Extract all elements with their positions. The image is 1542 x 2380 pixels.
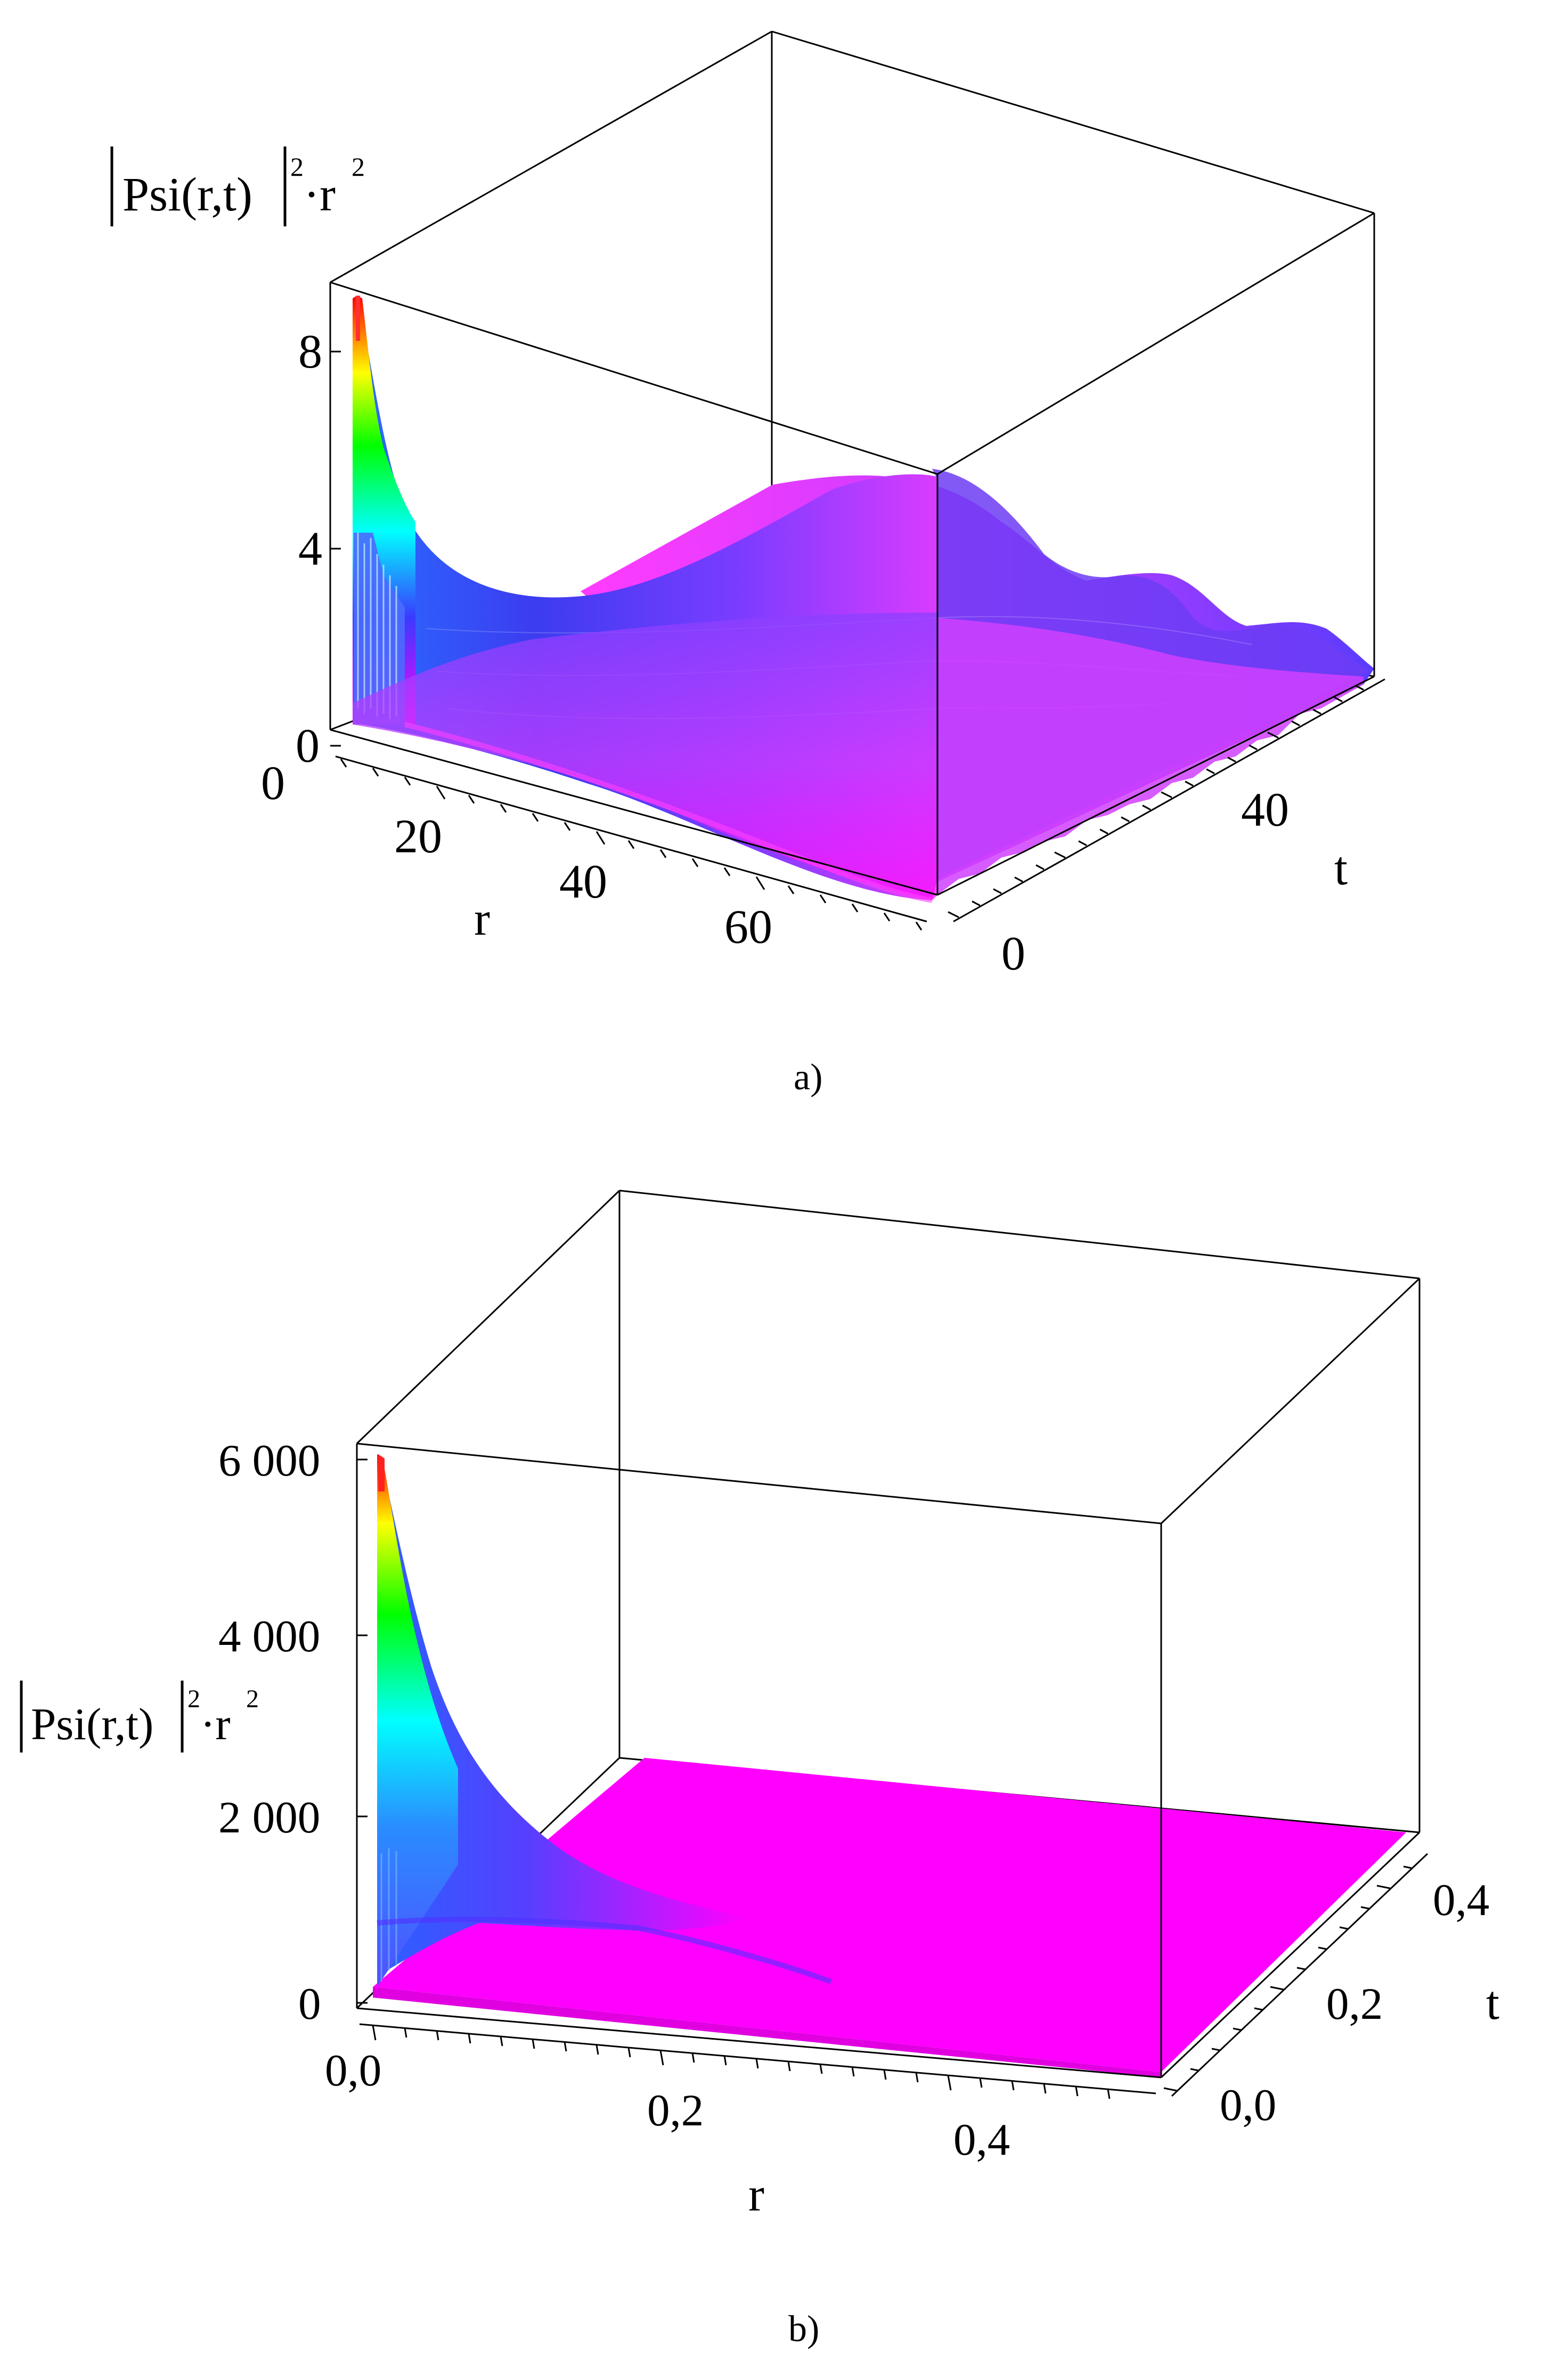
- x-axis-b: 0,0 0,2 0,4 r: [325, 2023, 1156, 2221]
- z-axis-b: 6 000 4 000 2 000 0: [218, 1436, 368, 2029]
- x-axis-title-a: r: [474, 893, 490, 946]
- x-tick-a-60: 60: [724, 901, 772, 953]
- y-axis-a: 0 40 t: [948, 678, 1385, 980]
- x-tick-b-0: 0,0: [325, 2045, 381, 2096]
- x-axis-a: 0 20 40 60 r: [261, 755, 927, 953]
- y-axis-b: 0,0 0,2 0,4 t: [1163, 1853, 1499, 2130]
- z-tick-b-0: 0: [298, 1979, 321, 2029]
- caption-b: b): [788, 2309, 819, 2350]
- corner-zero-a: 0: [261, 757, 285, 810]
- z-axis-title-a: Psi(r,t) 2 ·r 2: [110, 146, 365, 226]
- x-tick-a-20: 20: [394, 810, 442, 863]
- z-tick-b-2000: 2 000: [218, 1792, 320, 1843]
- y-tick-a-40: 40: [1241, 784, 1289, 836]
- box-frame-front: [329, 212, 1375, 896]
- x-tick-b-02: 0,2: [647, 2085, 704, 2136]
- z-tick-a-8: 8: [298, 325, 322, 378]
- z-tick-b-4000: 4 000: [218, 1611, 320, 1661]
- x-axis-title-b: r: [748, 2169, 764, 2221]
- y-axis-title-a: t: [1334, 842, 1348, 895]
- surface-b: [373, 1454, 1406, 2077]
- svg-text:2: 2: [290, 152, 304, 182]
- box-frame-front-b: [356, 1277, 1421, 2079]
- z-tick-b-6000: 6 000: [218, 1436, 320, 1486]
- z-axis-a: 8 4 0: [296, 325, 341, 772]
- z-tick-a-4: 4: [298, 523, 322, 575]
- y-tick-b-02: 0,2: [1326, 1979, 1383, 2029]
- x-tick-b-04: 0,4: [953, 2115, 1010, 2165]
- y-tick-b-04: 0,4: [1433, 1875, 1489, 1925]
- svg-text:2: 2: [246, 1685, 259, 1713]
- z-axis-title-b: Psi(r,t) 2 ·r 2: [20, 1681, 259, 1753]
- x-tick-a-40: 40: [559, 855, 607, 908]
- svg-text:·r: ·r: [200, 1699, 231, 1749]
- svg-text:Psi(r,t): Psi(r,t): [31, 1699, 153, 1749]
- y-axis-title-b: t: [1486, 1977, 1499, 2029]
- caption-a: a): [794, 1057, 822, 1098]
- panel-a: 8 4 0: [110, 30, 1385, 1098]
- svg-text:·r: ·r: [304, 168, 336, 221]
- surface-a: [353, 296, 1374, 903]
- svg-text:2: 2: [352, 152, 365, 182]
- y-tick-b-0: 0,0: [1220, 2080, 1276, 2130]
- z-tick-a-0: 0: [296, 720, 320, 772]
- panel-b: 6 000 4 000 2 000 0: [20, 1189, 1499, 2350]
- svg-text:2: 2: [187, 1685, 200, 1713]
- y-tick-a-0: 0: [1001, 927, 1025, 980]
- svg-text:Psi(r,t): Psi(r,t): [123, 168, 252, 221]
